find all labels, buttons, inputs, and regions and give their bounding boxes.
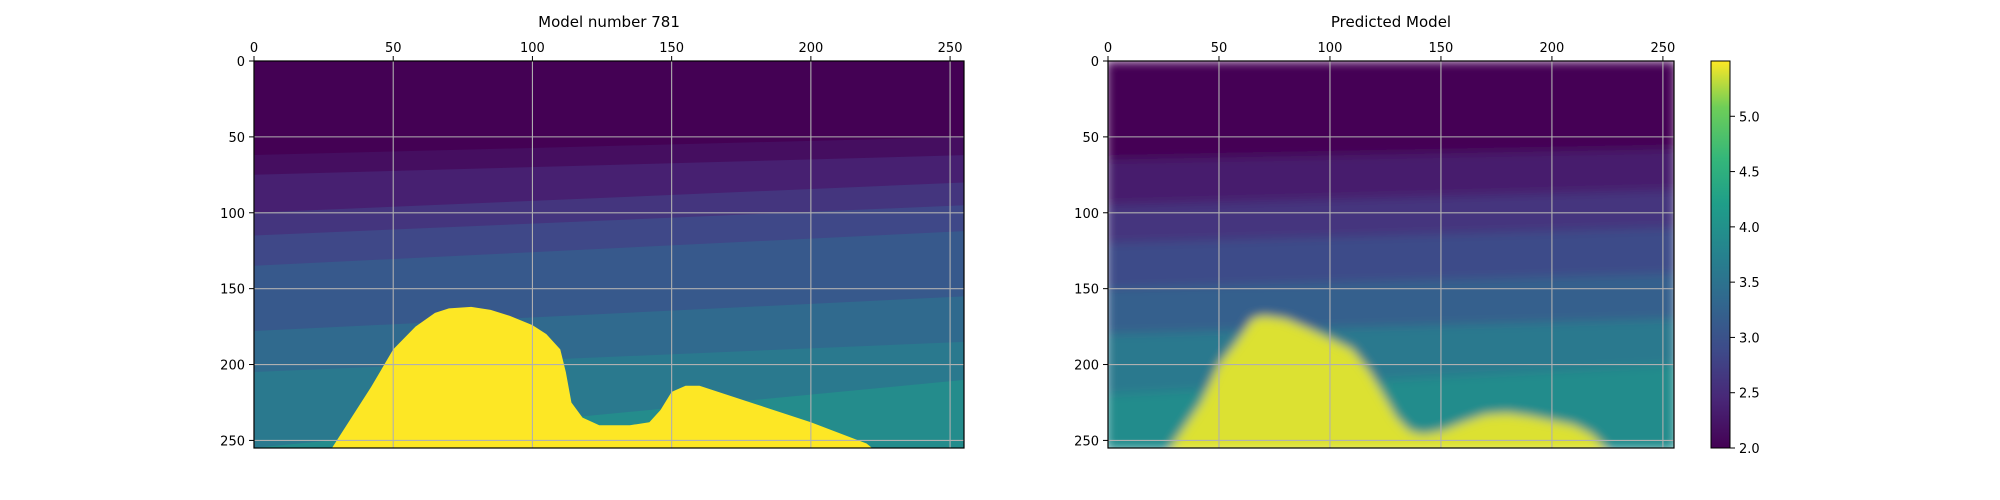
y-tick-label: 250: [1074, 434, 1099, 449]
x-tick-label: 250: [938, 41, 963, 56]
colorbar-tick-label: 5.0: [1739, 110, 1760, 125]
colorbar-ticks: 2.0 2.5 3.0 3.5 4.0 4.5 5.0: [1730, 110, 1760, 457]
colorbar-tick-label: 3.0: [1739, 331, 1760, 346]
y-tick-label: 150: [220, 283, 245, 298]
colorbar-tick-label: 4.5: [1739, 166, 1760, 181]
y-tick-label: 0: [237, 55, 245, 70]
y-tick-label: 200: [220, 359, 245, 374]
x-tick-label: 200: [798, 41, 823, 56]
x-tick-label: 150: [1429, 41, 1454, 56]
true-model-layers: [254, 61, 964, 448]
panel-1-title: Model number 781: [538, 13, 680, 31]
y-tick-label: 50: [1082, 131, 1099, 146]
colorbar: 2.0 2.5 3.0 3.5 4.0 4.5 5.0: [1710, 60, 1760, 457]
y-tick-label: 150: [1074, 283, 1099, 298]
predicted-model-salt-body: [1170, 315, 1606, 448]
panel-2-title: Predicted Model: [1331, 13, 1451, 31]
predicted-model-panel: Predicted Model 0 50 100 150 200 250 0 50 100 15…: [1074, 13, 1675, 449]
y-tick-label: 250: [220, 434, 245, 449]
true-model-x-axis: 0 50 100 150 200 250: [250, 41, 963, 61]
x-tick-label: 50: [1211, 41, 1228, 56]
colorbar-tick-label: 2.5: [1739, 387, 1760, 402]
x-tick-label: 150: [659, 41, 684, 56]
colorbar-tick-label: 2.0: [1739, 442, 1760, 457]
predicted-model-y-axis: 0 50 100 150 200 250: [1074, 55, 1108, 449]
y-tick-label: 100: [1074, 207, 1099, 222]
predicted-model-layers: [1108, 61, 1674, 448]
y-tick-label: 0: [1091, 55, 1099, 70]
x-tick-label: 100: [520, 41, 545, 56]
colorbar-tick-label: 3.5: [1739, 276, 1760, 291]
y-tick-label: 50: [228, 131, 245, 146]
x-tick-label: 100: [1318, 41, 1343, 56]
predicted-model-axes-frame: [1107, 60, 1675, 449]
x-tick-label: 0: [250, 41, 258, 56]
true-model-y-axis: 0 50 100 150 200 250: [220, 55, 254, 449]
true-model-panel: Model number 781 0 50 100 150 200 250 0 50 100 1…: [220, 13, 965, 449]
true-model-axes-frame: [253, 60, 965, 449]
x-tick-label: 250: [1650, 41, 1675, 56]
x-tick-label: 50: [385, 41, 402, 56]
x-tick-label: 200: [1540, 41, 1565, 56]
colorbar-gradient: [1710, 60, 1731, 449]
y-tick-label: 200: [1074, 359, 1099, 374]
x-tick-label: 0: [1104, 41, 1112, 56]
y-tick-label: 100: [220, 207, 245, 222]
true-model-salt-body: [331, 306, 873, 448]
colorbar-tick-label: 4.0: [1739, 221, 1760, 236]
predicted-model-x-axis: 0 50 100 150 200 250: [1104, 41, 1675, 61]
